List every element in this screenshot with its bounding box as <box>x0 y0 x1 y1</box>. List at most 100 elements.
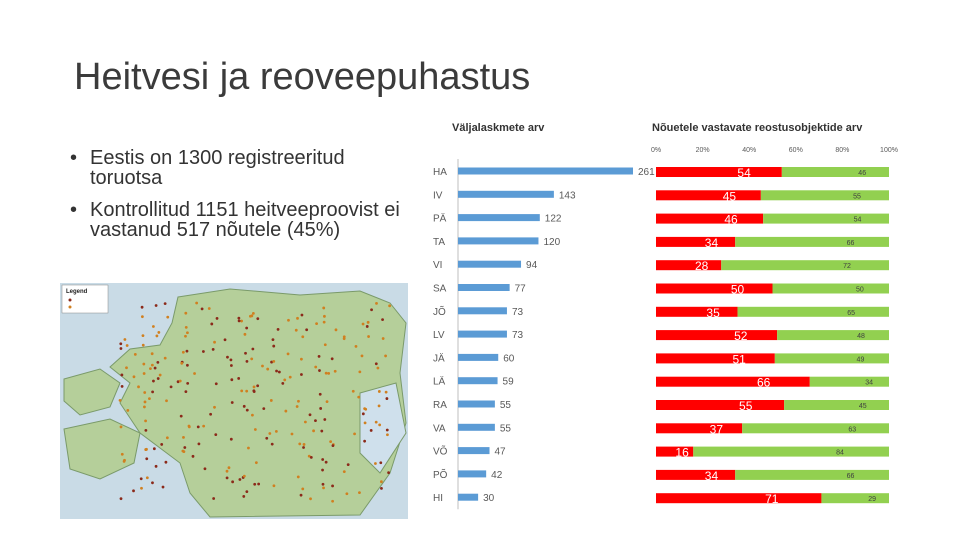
chart1-value-label: 122 <box>545 214 562 225</box>
discharge-point-marker <box>164 460 168 464</box>
chart1-value-label: 42 <box>491 470 503 481</box>
discharge-point-marker <box>358 491 361 494</box>
chart2-green-value-label: 49 <box>857 356 865 363</box>
discharge-point-marker <box>374 420 378 424</box>
discharge-point-marker <box>125 366 128 370</box>
discharge-point-marker <box>276 327 280 331</box>
chart1-bar <box>458 167 633 175</box>
discharge-point-marker <box>363 421 367 425</box>
chart2-red-value-label: 50 <box>731 283 745 297</box>
discharge-point-marker <box>265 436 269 440</box>
bullet-item: • Eestis on 1300 registreeritud toruotsa <box>70 148 410 188</box>
chart2-red-value-label: 35 <box>706 306 720 320</box>
chart1-bar <box>458 400 495 408</box>
discharge-point-marker <box>157 331 161 334</box>
discharge-point-marker <box>385 428 389 432</box>
chart2-bar-green <box>777 330 889 341</box>
discharge-point-marker <box>345 492 349 496</box>
bullet-item: • Kontrollitud 1151 heitveeproovist ei v… <box>70 200 410 240</box>
discharge-point-marker <box>284 409 288 413</box>
chart2-bar-red <box>656 167 782 177</box>
discharge-point-marker <box>251 312 255 315</box>
chart2-bar-green <box>693 446 889 457</box>
discharge-point-marker <box>247 446 250 450</box>
chart2-title: Nõuetele vastavate reostusobjektide arv <box>652 122 863 134</box>
discharge-point-marker <box>119 497 123 501</box>
chart2-green-value-label: 63 <box>848 426 856 433</box>
discharge-point-marker <box>156 361 160 364</box>
discharge-point-marker <box>240 389 244 393</box>
chart2-green-value-label: 84 <box>836 450 844 457</box>
discharge-point-marker <box>119 342 123 346</box>
discharge-point-marker <box>323 343 327 347</box>
discharge-point-marker <box>274 429 278 433</box>
chart2-axis-tick-label: 60% <box>789 147 803 154</box>
chart2-red-value-label: 55 <box>739 399 753 413</box>
discharge-point-marker <box>242 404 246 408</box>
discharge-point-marker <box>126 408 130 412</box>
chart1-bar <box>458 214 540 222</box>
chart2-bar-green <box>784 400 889 410</box>
discharge-point-marker <box>120 373 124 377</box>
discharge-point-marker <box>272 359 276 363</box>
discharge-point-marker <box>145 457 149 461</box>
chart2-red-value-label: 45 <box>723 189 737 203</box>
chart2-green-value-label: 45 <box>859 403 867 410</box>
discharge-point-marker <box>160 443 164 446</box>
discharge-point-marker <box>272 484 276 488</box>
chart1-bar <box>458 423 495 431</box>
discharge-point-marker <box>262 407 266 411</box>
discharge-point-marker <box>287 318 290 322</box>
discharge-point-marker <box>269 399 273 402</box>
chart2-bar-red <box>656 330 778 341</box>
discharge-point-marker <box>254 461 258 465</box>
discharge-point-marker <box>150 363 154 367</box>
discharge-point-marker <box>334 328 338 332</box>
discharge-point-marker <box>324 371 328 375</box>
discharge-point-marker <box>331 484 334 488</box>
discharge-point-marker <box>242 474 246 478</box>
chart2-bar-green <box>737 306 889 317</box>
chart1-bar <box>458 470 487 478</box>
discharge-point-marker <box>123 338 127 341</box>
discharge-point-marker <box>213 340 216 344</box>
discharge-point-marker <box>180 361 184 365</box>
chart2-green-value-label: 54 <box>854 217 862 224</box>
discharge-point-marker <box>202 350 205 353</box>
discharge-point-marker <box>193 372 196 375</box>
chart1-bar <box>458 330 507 338</box>
chart1-category-label: LV <box>433 330 445 341</box>
discharge-point-marker <box>322 306 326 310</box>
discharge-point-marker <box>214 433 218 437</box>
discharge-point-marker <box>181 449 185 453</box>
discharge-point-marker <box>186 382 190 385</box>
discharge-point-marker <box>252 390 256 394</box>
discharge-point-marker <box>191 454 195 458</box>
discharge-point-marker <box>237 377 241 380</box>
discharge-point-marker <box>227 466 231 470</box>
discharge-point-marker <box>379 480 383 484</box>
chart1-category-label: IV <box>433 190 443 201</box>
discharge-point-marker <box>308 413 312 417</box>
legend-marker-icon <box>68 298 72 302</box>
discharge-point-marker <box>151 390 155 394</box>
discharge-point-marker <box>214 382 218 386</box>
discharge-point-marker <box>374 362 378 366</box>
discharge-point-marker <box>331 444 335 448</box>
chart2-axis-tick-label: 80% <box>835 147 849 154</box>
chart2-bar-red <box>656 213 764 224</box>
discharge-point-marker <box>325 400 329 404</box>
discharge-point-marker <box>261 364 264 368</box>
chart2-axis-tick-label: 100% <box>880 147 898 154</box>
discharge-point-marker <box>209 412 213 416</box>
chart1-category-label: VÕ <box>433 445 448 458</box>
discharge-point-marker <box>381 337 385 340</box>
discharge-point-marker <box>122 459 126 463</box>
map-legend-title: Legend <box>66 289 88 295</box>
discharge-point-marker <box>140 486 143 490</box>
discharge-point-marker <box>386 433 389 437</box>
chart1-value-label: 30 <box>483 493 495 504</box>
discharge-point-marker <box>144 428 148 432</box>
chart2-bar-green <box>774 353 889 364</box>
discharge-point-marker <box>346 463 350 467</box>
